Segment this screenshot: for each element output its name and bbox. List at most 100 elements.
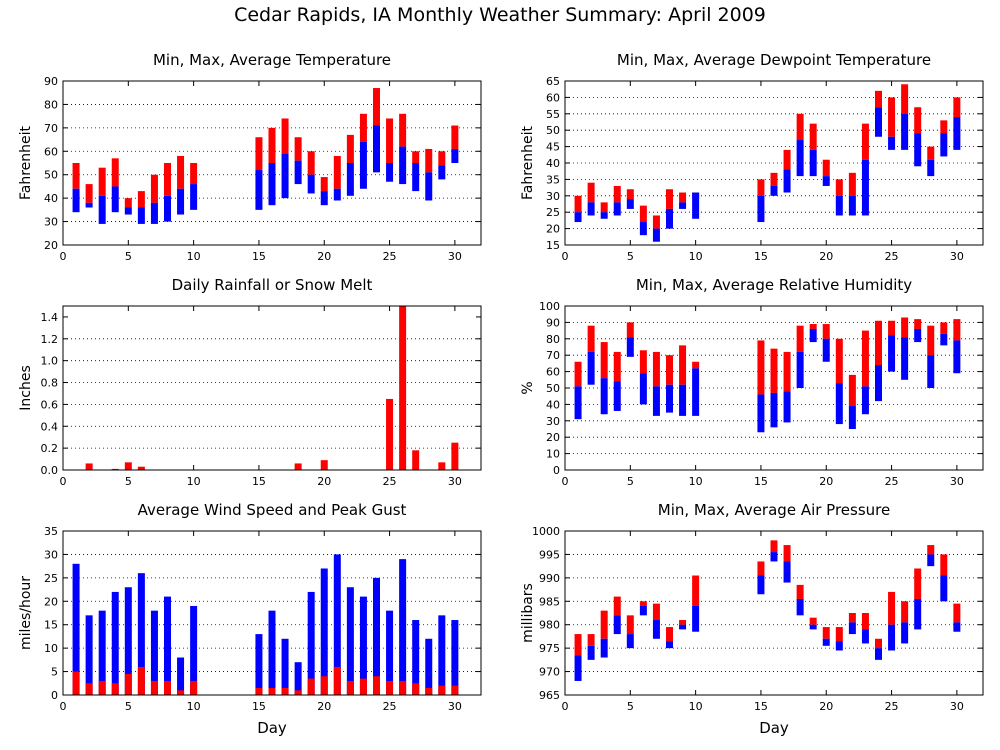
min-segment (953, 117, 961, 150)
y-tick-label: 80 (546, 333, 560, 346)
y-tick-label: 20 (546, 431, 560, 444)
gust-bar (98, 610, 106, 695)
rain-bar (438, 462, 446, 470)
max-segment (600, 342, 608, 379)
y-tick-label: 40 (44, 192, 58, 205)
max-segment (914, 319, 922, 329)
max-segment (652, 215, 660, 229)
max-segment (72, 163, 80, 189)
y-tick-label: 70 (546, 349, 560, 362)
max-segment (613, 351, 621, 382)
min-segment (150, 202, 158, 224)
min-segment (268, 163, 276, 206)
max-segment (307, 151, 315, 175)
avg-wind-bar (451, 685, 459, 695)
min-segment (679, 202, 687, 209)
max-segment (835, 338, 843, 384)
min-segment (626, 199, 634, 209)
max-segment (692, 361, 700, 369)
max-segment (425, 148, 433, 173)
max-segment (796, 325, 804, 352)
rain-bar (294, 463, 302, 470)
x-tick-label: 10 (187, 700, 201, 713)
avg-wind-bar (281, 687, 289, 695)
max-segment (85, 184, 93, 203)
min-segment (809, 328, 817, 343)
max-segment (346, 134, 354, 163)
x-tick-label: 30 (950, 475, 964, 488)
max-segment (953, 319, 961, 341)
x-tick-label: 30 (950, 700, 964, 713)
avg-wind-bar (98, 680, 106, 695)
max-segment (666, 355, 673, 385)
min-segment (848, 622, 856, 635)
min-segment (85, 202, 93, 208)
min-segment (359, 141, 367, 189)
x-axis-label: Day (257, 719, 287, 737)
max-segment (294, 137, 302, 161)
min-segment (346, 163, 354, 196)
avg-wind-bar (320, 676, 328, 695)
max-segment (652, 351, 660, 387)
chart-dewpoint: Min, Max, Average Dewpoint Temperature 15… (520, 51, 984, 263)
max-segment (137, 191, 145, 208)
avg-wind-bar (177, 690, 185, 695)
y-tick-label: 975 (539, 642, 560, 655)
max-segment (875, 90, 882, 108)
max-segment (639, 350, 647, 374)
plot-frame (62, 305, 482, 471)
min-segment (600, 638, 608, 658)
y-axis-label: millibars (520, 583, 536, 643)
chart-title: Min, Max, Average Air Pressure (658, 501, 890, 519)
bars (72, 554, 459, 695)
gust-bar (85, 615, 93, 695)
min-segment (809, 624, 817, 630)
min-segment (822, 338, 830, 362)
y-axis-label: % (520, 381, 536, 394)
min-segment (927, 554, 935, 567)
gust-bar (412, 620, 420, 695)
max-segment (412, 151, 420, 163)
y-tick-label: 70 (44, 122, 58, 135)
max-segment (164, 163, 171, 196)
min-segment (953, 622, 961, 632)
min-segment (848, 406, 856, 429)
y-tick-label: 50 (546, 382, 560, 395)
rain-bar (412, 450, 420, 470)
max-segment (451, 125, 459, 149)
rain-bar (85, 463, 93, 470)
gust-bar (124, 587, 132, 695)
min-segment (835, 641, 843, 651)
max-segment (757, 179, 765, 196)
min-segment (666, 208, 673, 229)
y-tick-label: 20 (546, 223, 560, 236)
plot-frame (564, 305, 984, 471)
min-segment (770, 185, 778, 196)
min-segment (940, 133, 948, 157)
min-segment (770, 552, 778, 562)
x-tick-label: 25 (885, 250, 899, 263)
max-segment (679, 620, 687, 625)
avg-wind-bar (386, 680, 394, 695)
min-segment (164, 195, 171, 222)
max-segment (940, 120, 948, 134)
y-tick-label: 60 (546, 91, 560, 104)
x-tick-label: 25 (383, 250, 397, 263)
x-tick-label: 0 (60, 475, 67, 488)
min-segment (901, 337, 909, 380)
max-segment (822, 324, 830, 339)
avg-wind-bar (150, 680, 158, 695)
y-tick-label: 10 (44, 642, 58, 655)
y-tick-label: 40 (546, 157, 560, 170)
bars (574, 540, 961, 681)
gust-bar (451, 620, 459, 695)
max-segment (809, 324, 817, 329)
y-tick-label: 30 (44, 548, 58, 561)
y-tick-label: 90 (546, 316, 560, 329)
y-tick-label: 25 (44, 572, 58, 585)
max-segment (150, 174, 158, 203)
y-tick-label: 1.4 (41, 311, 59, 324)
min-segment (888, 624, 896, 651)
y-tick-label: 25 (546, 206, 560, 219)
